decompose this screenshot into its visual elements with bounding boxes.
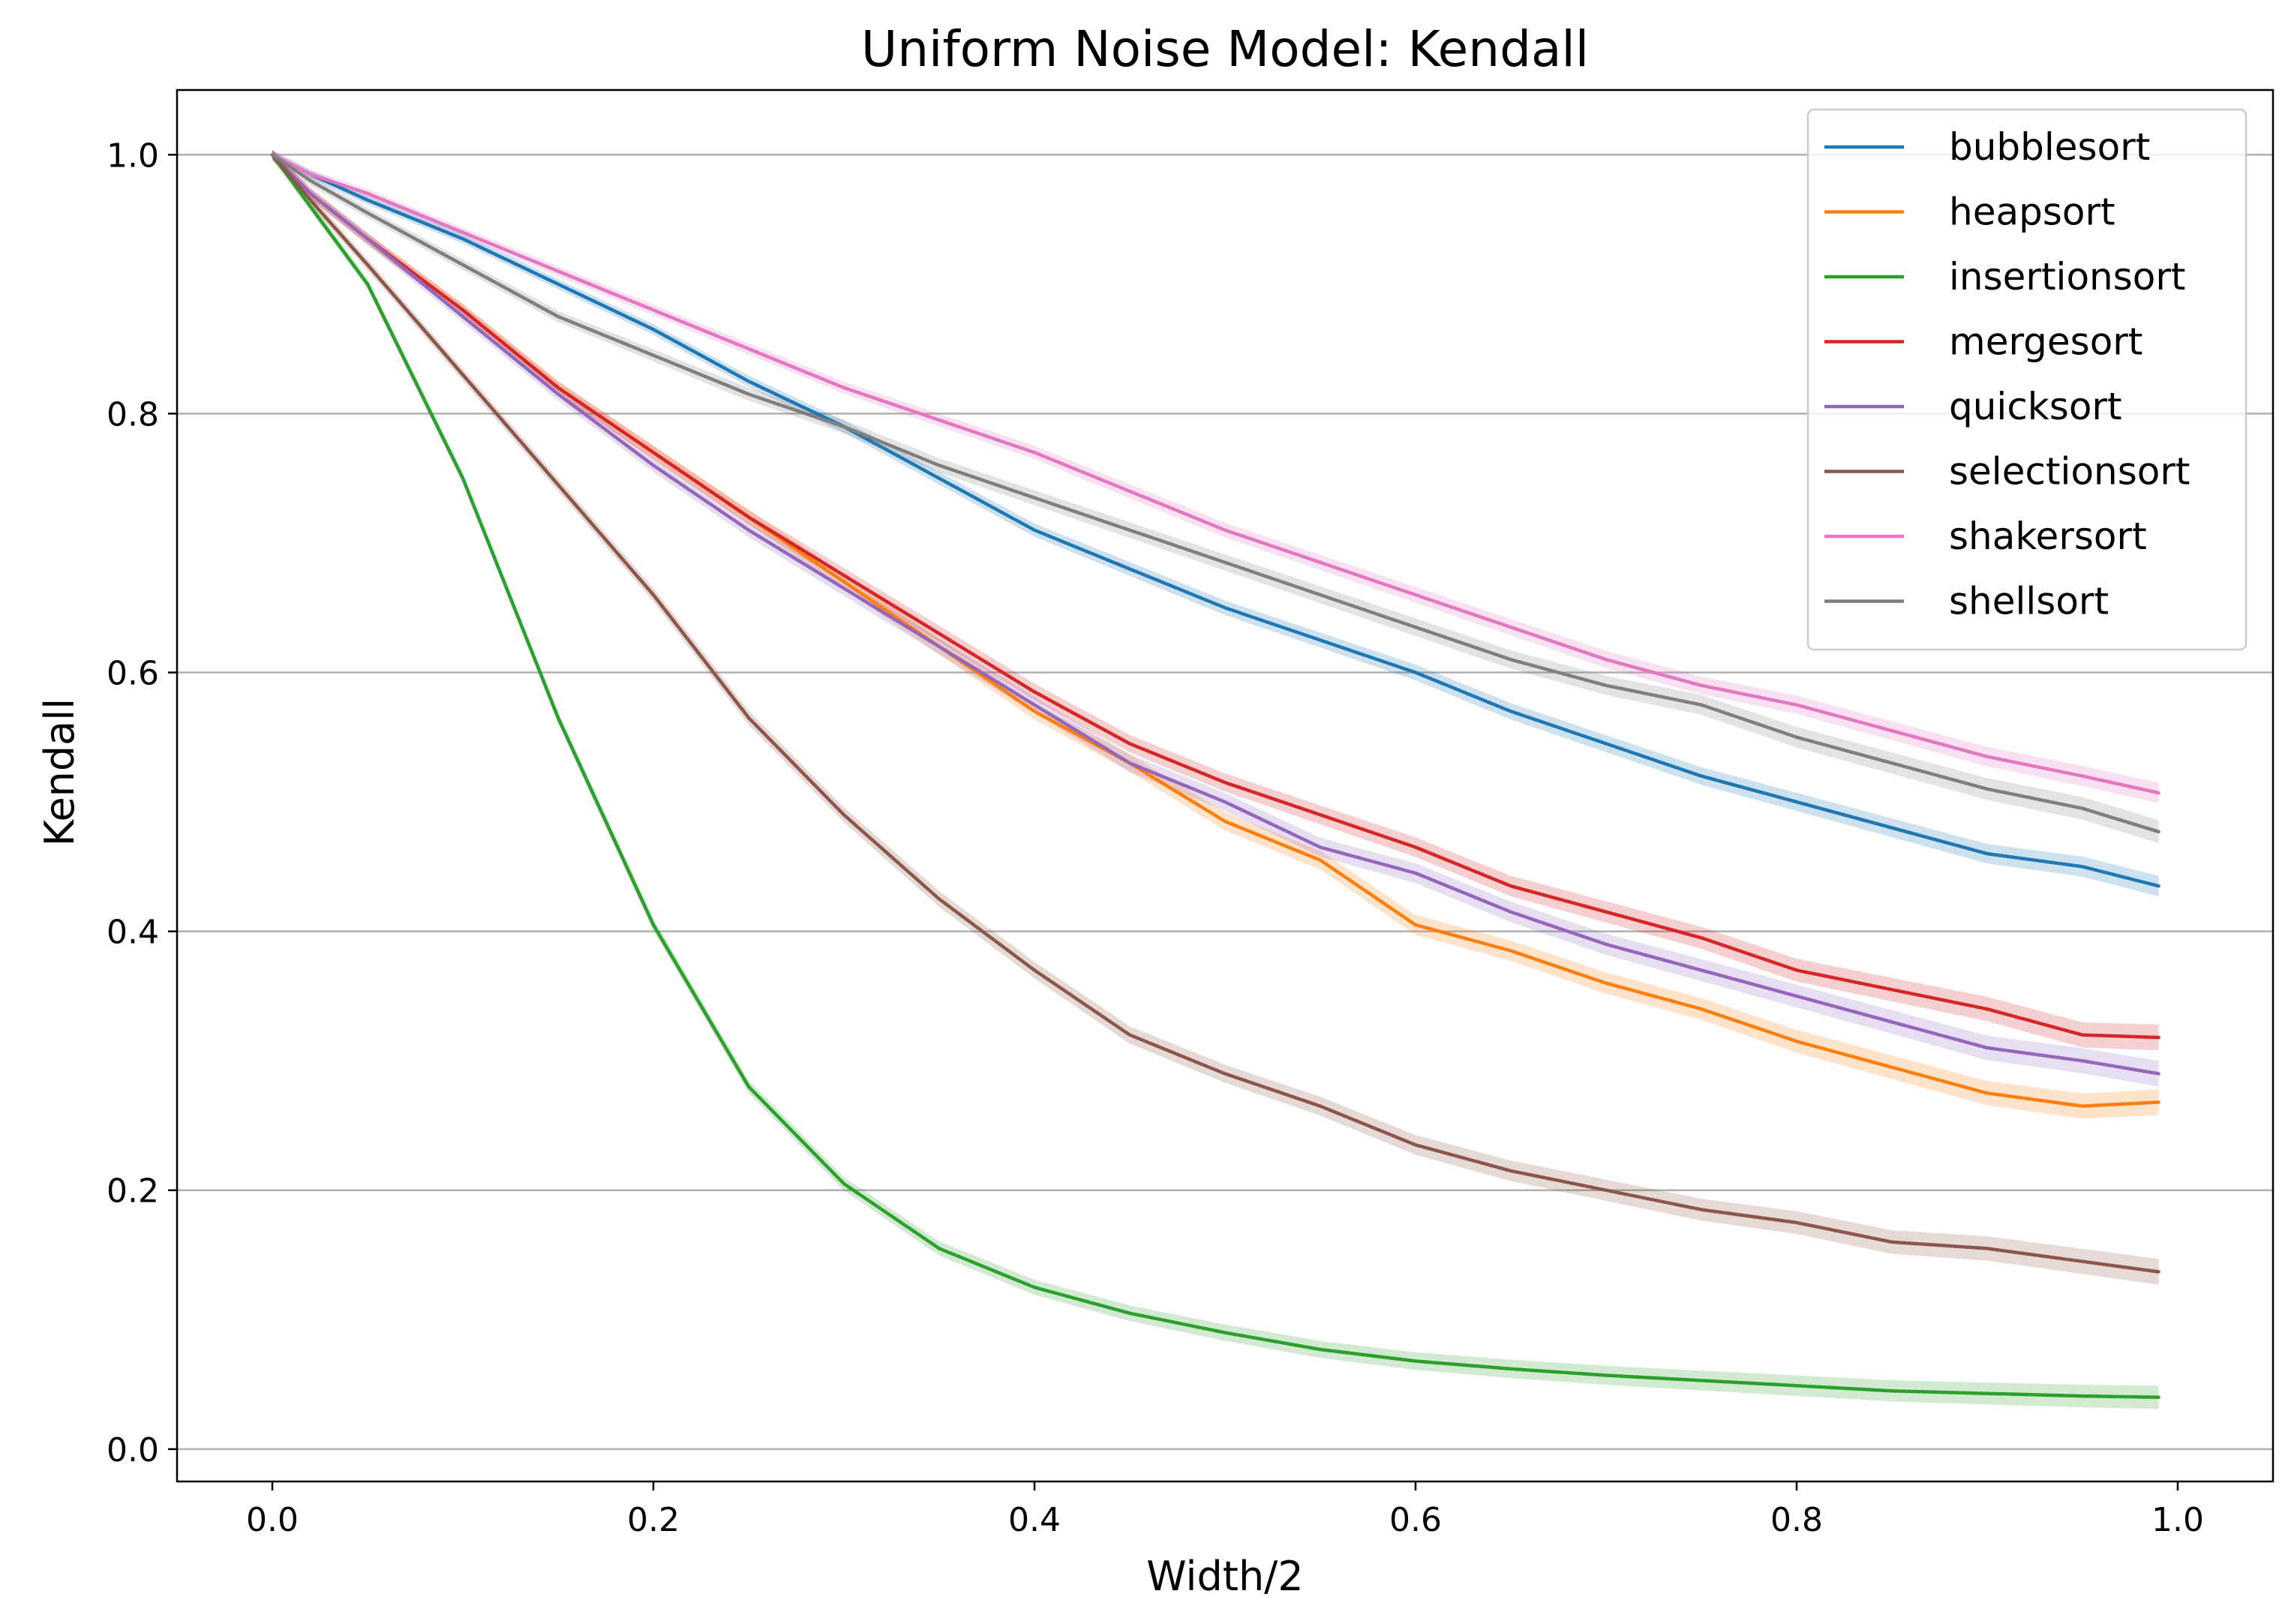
- y-tick-label: 0.0: [107, 1431, 159, 1469]
- series-line-shellsort: [270, 153, 2160, 834]
- legend: bubblesort heapsort insertionsort mergesort…: [1806, 108, 2247, 651]
- x-tick-label: 0.0: [246, 1501, 299, 1539]
- legend-label-bubblesort: bubblesort: [1949, 125, 2150, 169]
- series-line-bubblesort: [270, 153, 2160, 888]
- x-tick-label: 0.2: [627, 1501, 680, 1539]
- y-tick-label: 0.2: [107, 1172, 159, 1211]
- series-line-insertionsort: [270, 153, 2160, 1400]
- chart-title: Uniform Noise Model: Kendall: [861, 20, 1589, 78]
- legend-label-mergesort: mergesort: [1949, 320, 2142, 364]
- series-lines: [270, 153, 2160, 1400]
- series-line-mergesort: [270, 153, 2160, 1040]
- legend-label-insertionsort: insertionsort: [1949, 255, 2186, 299]
- confidence-band-shellsort: [272, 150, 2159, 844]
- series-line-shakersort: [270, 153, 2160, 795]
- series-line-selectionsort: [270, 153, 2160, 1274]
- y-tick-label: 0.6: [107, 655, 159, 693]
- x-tick-label: 0.4: [1008, 1501, 1061, 1539]
- legend-label-shakersort: shakersort: [1949, 515, 2147, 558]
- plot-frame: [176, 89, 2274, 1483]
- y-tick-label: 0.4: [107, 914, 159, 952]
- x-tick-label: 1.0: [2151, 1501, 2204, 1539]
- series-line-quicksort: [270, 153, 2160, 1076]
- y-tick-label: 1.0: [107, 137, 159, 175]
- confidence-bands: [272, 149, 2159, 1409]
- y-axis-label: Kendall: [36, 698, 83, 847]
- legend-label-quicksort: quicksort: [1949, 385, 2122, 428]
- legend-label-shellsort: shellsort: [1949, 580, 2109, 623]
- x-axis-label: Width/2: [1146, 1553, 1303, 1600]
- x-tick-label: 0.6: [1389, 1501, 1442, 1539]
- y-tick-label: 0.8: [107, 395, 159, 434]
- x-tick-label: 0.8: [1770, 1501, 1823, 1539]
- legend-label-selectionsort: selectionsort: [1949, 450, 2190, 494]
- legend-label-heapsort: heapsort: [1949, 191, 2115, 234]
- legend-box: [1806, 108, 2247, 651]
- axis-ticks: 0.0 0.2 0.4 0.6 0.8 1.0 0.0 0.2 0.4 0.6 0.8 1.0: [107, 137, 2204, 1539]
